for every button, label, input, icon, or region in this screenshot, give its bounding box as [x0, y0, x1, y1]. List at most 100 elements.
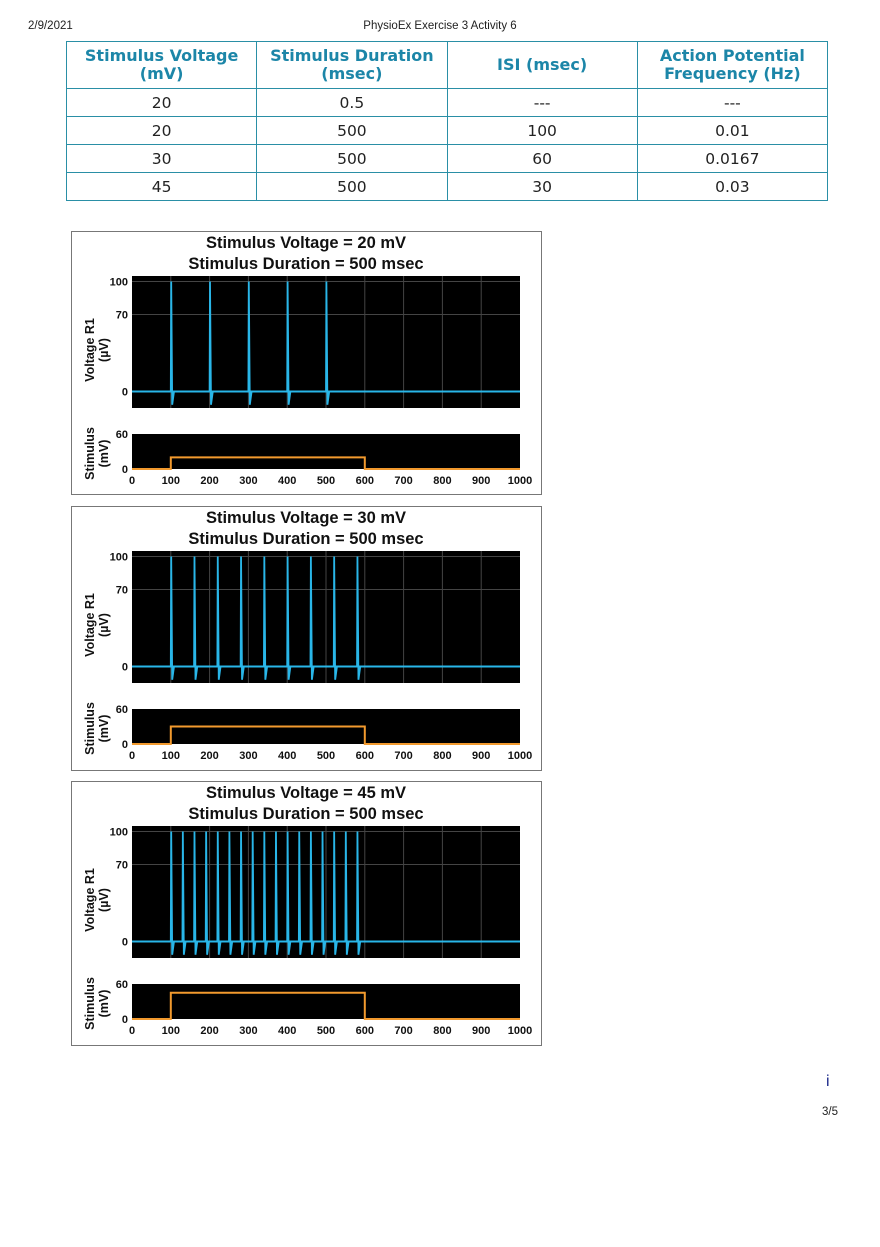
- table-cell: 100: [446, 116, 638, 145]
- table-cell: ---: [636, 88, 829, 117]
- x-tick-label: 0: [129, 750, 135, 762]
- action-potential-spike: [332, 556, 338, 680]
- stimulus-plot-area: [132, 984, 520, 1019]
- page-number: 3/5: [822, 1106, 838, 1118]
- recording-figure-30mv: Stimulus Voltage = 30 mV Stimulus Duratio…: [71, 506, 542, 771]
- column-header-stimulus-voltage: Stimulus Voltage (mV): [65, 41, 258, 89]
- stimulus-y-tick-label: 0: [122, 464, 128, 476]
- action-potential-spike: [286, 281, 292, 405]
- table-cell: 0.0167: [636, 144, 829, 173]
- action-potential-spike: [286, 831, 292, 955]
- action-potential-spike: [321, 831, 327, 955]
- stimulus-axis-label: Stimulus: [83, 977, 97, 1030]
- info-icon[interactable]: i: [826, 1073, 830, 1090]
- x-tick-label: 400: [278, 475, 296, 487]
- y-tick-label: 70: [116, 310, 128, 322]
- y-axis-label: Voltage R1: [83, 868, 97, 932]
- action-potential-spike: [344, 831, 350, 955]
- stimulus-trace: [132, 456, 520, 470]
- x-tick-label: 300: [239, 475, 257, 487]
- y-tick-label: 0: [122, 387, 128, 399]
- chart-title: Stimulus Voltage = 30 mV: [206, 509, 406, 527]
- x-tick-label: 300: [239, 1025, 257, 1037]
- stimulus-axis-unit-label: (mV): [97, 715, 111, 743]
- table-cell: ---: [446, 88, 638, 117]
- action-potential-spike: [325, 281, 331, 405]
- y-tick-label: 70: [116, 585, 128, 597]
- column-header-ap-frequency: Action Potential Frequency (Hz): [636, 41, 829, 89]
- y-axis-unit-label: (µV): [97, 613, 111, 637]
- y-axis-label: Voltage R1: [83, 593, 97, 657]
- x-tick-label: 200: [200, 1025, 218, 1037]
- stimulus-y-tick-label: 60: [116, 979, 128, 991]
- recording-chart-svg: Stimulus Voltage = 20 mV Stimulus Duratio…: [83, 234, 532, 487]
- table-row: 20 0.5 --- ---: [65, 88, 829, 117]
- x-tick-label: 900: [472, 750, 490, 762]
- x-tick-label: 100: [162, 475, 180, 487]
- table-cell: 20: [65, 88, 258, 117]
- stimulus-plot-area: [132, 434, 520, 469]
- x-tick-label: 1000: [508, 750, 532, 762]
- table-cell: 0.5: [256, 88, 448, 117]
- table-header-row: Stimulus Voltage (mV) Stimulus Duration …: [65, 41, 829, 89]
- x-tick-label: 400: [278, 1025, 296, 1037]
- stimulus-axis-label: Stimulus: [83, 702, 97, 755]
- results-table: Stimulus Voltage (mV) Stimulus Duration …: [65, 41, 829, 201]
- table-cell: 45: [65, 172, 258, 201]
- action-potential-spike: [309, 831, 315, 955]
- x-tick-label: 600: [356, 1025, 374, 1037]
- y-tick-label: 100: [110, 552, 128, 564]
- x-tick-label: 700: [394, 750, 412, 762]
- table-cell: 30: [65, 144, 258, 173]
- y-axis-unit-label: (µV): [97, 888, 111, 912]
- action-potential-spike: [263, 831, 269, 955]
- x-tick-label: 300: [239, 750, 257, 762]
- x-tick-label: 200: [200, 750, 218, 762]
- x-tick-label: 700: [394, 1025, 412, 1037]
- recording-chart-svg: Stimulus Voltage = 45 mV Stimulus Duratio…: [83, 784, 532, 1037]
- action-potential-spike: [193, 831, 199, 955]
- y-tick-label: 70: [116, 860, 128, 872]
- recording-figure-45mv: Stimulus Voltage = 45 mV Stimulus Duratio…: [71, 781, 542, 1046]
- chart-subtitle: Stimulus Duration = 500 msec: [188, 255, 423, 273]
- action-potential-spike: [297, 831, 303, 955]
- x-tick-label: 500: [317, 1025, 335, 1037]
- table-cell: 500: [256, 116, 448, 145]
- stimulus-trace: [132, 725, 520, 745]
- table-row: 45 500 30 0.03: [65, 172, 829, 201]
- action-potential-spike: [169, 281, 175, 405]
- table-row: 20 500 100 0.01: [65, 116, 829, 145]
- x-tick-label: 0: [129, 1025, 135, 1037]
- column-header-stimulus-duration: Stimulus Duration (msec): [256, 41, 448, 89]
- action-potential-spike: [239, 831, 245, 955]
- action-potential-spike: [274, 831, 280, 955]
- stimulus-axis-unit-label: (mV): [97, 990, 111, 1018]
- action-potential-spike: [208, 281, 214, 405]
- table-cell: 60: [446, 144, 638, 173]
- action-potential-spike: [239, 556, 245, 680]
- stimulus-trace: [132, 991, 520, 1020]
- table-cell: 30: [446, 172, 638, 201]
- action-potential-spike: [263, 556, 269, 680]
- action-potential-spike: [228, 831, 234, 955]
- x-tick-label: 600: [356, 475, 374, 487]
- stimulus-y-tick-label: 60: [116, 704, 128, 716]
- action-potential-spike: [309, 556, 315, 680]
- chart-title: Stimulus Voltage = 45 mV: [206, 784, 406, 802]
- x-tick-label: 600: [356, 750, 374, 762]
- x-tick-label: 900: [472, 475, 490, 487]
- table-cell: 20: [65, 116, 258, 145]
- action-potential-spike: [356, 556, 362, 680]
- stimulus-axis-label: Stimulus: [83, 427, 97, 480]
- table-cell: 0.03: [636, 172, 829, 201]
- x-tick-label: 900: [472, 1025, 490, 1037]
- recording-chart-svg: Stimulus Voltage = 30 mV Stimulus Duratio…: [83, 509, 532, 762]
- x-tick-label: 800: [433, 475, 451, 487]
- x-tick-label: 500: [317, 750, 335, 762]
- x-tick-label: 100: [162, 1025, 180, 1037]
- recording-figure-20mv: Stimulus Voltage = 20 mV Stimulus Duratio…: [71, 231, 542, 495]
- action-potential-spike: [204, 831, 210, 955]
- chart-subtitle: Stimulus Duration = 500 msec: [188, 530, 423, 548]
- action-potential-spike: [193, 556, 199, 680]
- stimulus-y-tick-label: 60: [116, 429, 128, 441]
